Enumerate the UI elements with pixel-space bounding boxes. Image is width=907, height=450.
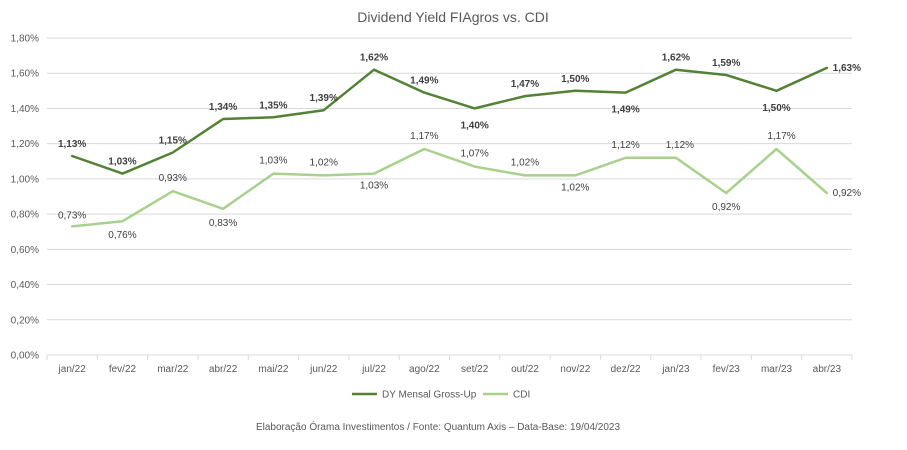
data-label-dy: 1,03% <box>108 157 136 168</box>
data-label-cdi: 1,03% <box>360 181 388 192</box>
data-label-dy: 1,13% <box>58 139 86 150</box>
data-label-cdi: 1,17% <box>410 131 438 142</box>
data-label-cdi: 0,73% <box>58 210 86 221</box>
y-tick-label: 1,00% <box>11 174 39 185</box>
data-label-cdi: 0,93% <box>159 173 187 184</box>
data-label-cdi: 1,02% <box>310 157 338 168</box>
data-label-cdi: 0,83% <box>209 218 237 229</box>
x-axis-ticks: jan/22 fev/22 mar/22 abr/22 mai/22 jun/22 jul/… <box>46 355 853 375</box>
x-tick-label: jan/23 <box>661 364 690 375</box>
data-label-dy: 1,62% <box>360 53 388 64</box>
x-tick-label: abr/23 <box>813 364 842 375</box>
data-label-dy: 1,59% <box>712 58 740 69</box>
y-tick-label: 0,00% <box>11 351 39 362</box>
source-note: Elaboração Órama Investimentos / Fonte: … <box>256 420 621 433</box>
y-tick-label: 0,40% <box>11 280 39 291</box>
y-tick-label: 1,40% <box>11 104 39 115</box>
data-label-cdi: 1,07% <box>460 149 488 160</box>
data-label-dy: 1,15% <box>159 135 187 146</box>
y-tick-label: 1,60% <box>11 69 39 80</box>
legend-label-dy: DY Mensal Gross-Up <box>382 390 477 401</box>
data-label-dy: 1,50% <box>762 103 790 114</box>
x-tick-label: fev/23 <box>713 364 741 375</box>
data-label-dy: 1,34% <box>209 102 237 113</box>
y-tick-label: 1,20% <box>11 139 39 150</box>
data-labels: 1,13% 1,03% 1,15% 1,34% 1,35% 1,39% 1,62% 1,49%… <box>58 53 861 241</box>
data-label-dy: 1,49% <box>611 105 639 116</box>
data-label-cdi: 1,02% <box>511 157 539 168</box>
x-tick-label: mai/22 <box>258 364 288 375</box>
data-label-dy: 1,63% <box>833 63 861 74</box>
data-label-cdi: 1,02% <box>561 182 589 193</box>
data-label-cdi: 1,03% <box>259 156 287 167</box>
data-label-dy: 1,49% <box>410 76 438 87</box>
x-tick-label: fev/22 <box>109 364 137 375</box>
legend: DY Mensal Gross-Up CDI <box>352 390 530 401</box>
data-label-dy: 1,47% <box>511 79 539 90</box>
series-lines <box>70 66 829 228</box>
y-tick-label: 0,80% <box>11 210 39 221</box>
data-label-dy: 1,40% <box>460 120 488 131</box>
data-label-dy: 1,50% <box>561 74 589 85</box>
x-tick-label: jul/22 <box>361 364 386 375</box>
data-label-dy: 1,39% <box>310 93 338 104</box>
y-tick-label: 0,60% <box>11 245 39 256</box>
x-tick-label: set/22 <box>461 364 489 375</box>
x-tick-label: jun/22 <box>309 364 338 375</box>
data-label-cdi: 1,17% <box>767 131 795 142</box>
x-tick-label: jan/22 <box>58 364 87 375</box>
legend-label-cdi: CDI <box>513 390 530 401</box>
x-tick-label: dez/22 <box>611 364 641 375</box>
x-tick-label: mar/23 <box>761 364 793 375</box>
data-label-dy: 1,35% <box>259 100 287 111</box>
x-tick-label: nov/22 <box>560 364 590 375</box>
series-line-cdi <box>70 147 829 228</box>
x-tick-label: mar/22 <box>157 364 189 375</box>
y-axis-ticks: 0,00% 0,20% 0,40% 0,60% 0,80% 1,00% 1,20% 1,40%… <box>11 34 39 362</box>
x-tick-label: ago/22 <box>409 364 440 375</box>
data-label-cdi: 1,12% <box>666 140 694 151</box>
data-label-cdi: 1,12% <box>611 140 639 151</box>
chart-title: Dividend Yield FIAgros vs. CDI <box>357 9 548 25</box>
data-label-cdi: 0,92% <box>712 202 740 213</box>
data-label-cdi: 0,76% <box>108 230 136 241</box>
y-tick-label: 0,20% <box>11 315 39 326</box>
x-tick-label: abr/22 <box>209 364 238 375</box>
data-label-cdi: 0,92% <box>833 188 861 199</box>
gridlines <box>47 37 852 356</box>
y-tick-label: 1,80% <box>11 34 39 45</box>
x-tick-label: out/22 <box>511 364 539 375</box>
data-label-dy: 1,62% <box>662 53 690 64</box>
series-line-dy <box>70 66 829 175</box>
